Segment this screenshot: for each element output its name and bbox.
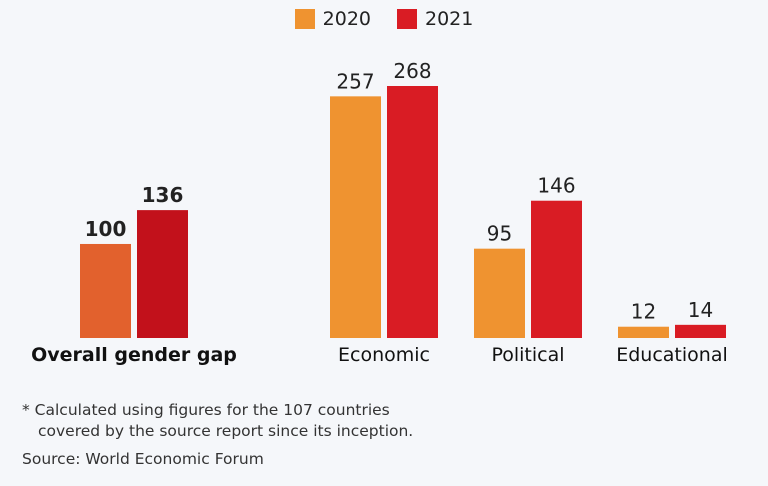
data-label-2020-1: 257 — [336, 69, 374, 93]
bar-2021-0 — [137, 210, 188, 338]
data-label-2021-0: 136 — [142, 183, 184, 207]
footnote-line-2: covered by the source report since its i… — [38, 422, 414, 440]
source-note: Source: World Economic Forum — [22, 450, 264, 468]
bar-2020-0 — [80, 243, 131, 338]
data-label-2021-3: 14 — [688, 298, 713, 322]
bar-2021-1 — [387, 86, 438, 338]
legend-label-2020: 2020 — [322, 8, 371, 30]
data-label-2020-0: 100 — [85, 217, 127, 241]
legend-swatch-2021 — [397, 9, 417, 29]
category-label-1: Economic — [338, 344, 430, 366]
category-label-3: Educational — [616, 344, 728, 366]
category-label-2: Political — [491, 344, 564, 366]
legend-item-2020: 2020 — [294, 8, 371, 30]
bar-2020-3 — [618, 326, 669, 338]
legend-swatch-2020 — [294, 9, 315, 29]
bar-2020-1 — [330, 96, 381, 338]
legend-label-2021: 2021 — [425, 8, 474, 30]
chart-notes: * Calculated using figures for the 107 c… — [22, 400, 413, 470]
legend: 2020 2021 — [0, 8, 768, 30]
bar-2021-3 — [675, 324, 726, 338]
footnote-line-1: * Calculated using figures for the 107 c… — [22, 401, 390, 419]
bar-2021-2 — [531, 200, 582, 338]
data-label-2020-3: 12 — [631, 300, 656, 324]
data-label-2021-2: 146 — [537, 174, 575, 198]
category-label-0: Overall gender gap — [31, 344, 237, 366]
data-label-2021-1: 268 — [393, 59, 431, 83]
legend-item-2021: 2021 — [397, 8, 473, 30]
bar-2020-2 — [474, 248, 525, 338]
data-label-2020-2: 95 — [487, 222, 512, 246]
